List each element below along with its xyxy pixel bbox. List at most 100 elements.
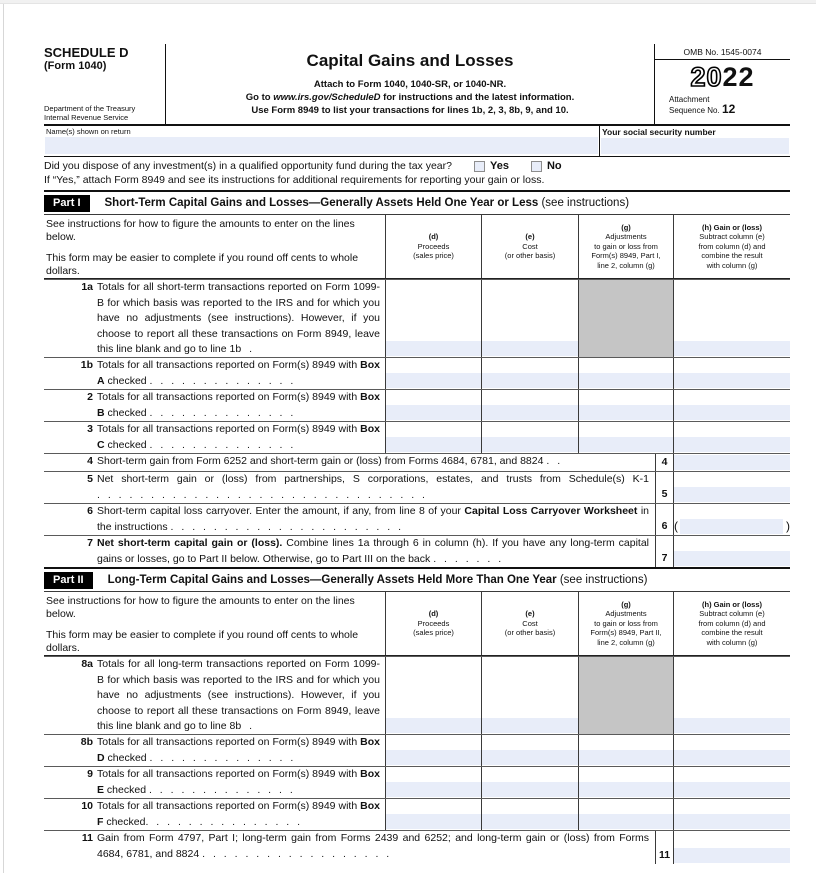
line-10-adjustments-cell[interactable] (578, 799, 673, 830)
ssn-input[interactable] (601, 138, 789, 154)
column-h-header: (h) Gain or (loss) Subtract column (e) fr… (673, 215, 790, 278)
line-1b-adjustments-cell[interactable] (578, 358, 673, 389)
line-10-description: 10 Totals for all transactions reported … (81, 800, 380, 828)
line-8a-adjustments-cell-disabled (578, 657, 673, 734)
part2-see-instructions: (see instructions) (559, 574, 648, 586)
part1-title: Short-Term Capital Gains and Losses—Gene… (104, 197, 630, 209)
line-9-adjustments-cell[interactable] (578, 767, 673, 798)
line-2-proceeds-cell[interactable] (385, 390, 481, 421)
line-6-amount-cell[interactable]: ( ) (674, 504, 790, 535)
column-h-header-part2: (h) Gain or (loss) Subtract column (e) fr… (673, 592, 790, 655)
tax-year: 2022 (655, 60, 790, 93)
line-2-row: 2 Totals for all transactions reported o… (44, 389, 790, 421)
line-2-gain-cell[interactable] (673, 390, 790, 421)
line-1a-row: 1a Totals for all short-term transaction… (44, 279, 790, 357)
line-7-number-box: 7 (655, 536, 674, 567)
yes-checkbox[interactable] (474, 160, 485, 172)
question-note: If “Yes,” attach Form 8949 and see its i… (44, 174, 545, 186)
line-8b-proceeds-cell[interactable] (385, 735, 481, 766)
line-9-gain-cell[interactable] (673, 767, 790, 798)
identity-row: Name(s) shown on return Your social secu… (44, 126, 790, 157)
line-1b-cost-cell[interactable] (481, 358, 578, 389)
line-4-amount-cell[interactable] (674, 454, 790, 471)
yes-label: Yes (490, 160, 509, 172)
question-text: Did you dispose of any investment(s) in … (44, 160, 452, 172)
form-number: (Form 1040) (44, 60, 107, 72)
part1-header-desc: See instructions for how to figure the a… (46, 218, 359, 277)
part2-table: See instructions for how to figure the a… (44, 591, 790, 864)
line-1a-adjustments-cell-disabled (578, 280, 673, 357)
line-1b-row: 1b Totals for all transactions reported … (44, 357, 790, 389)
line-9-proceeds-cell[interactable] (385, 767, 481, 798)
part1-label: Part I (44, 194, 90, 212)
line-3-cost-cell[interactable] (481, 422, 578, 453)
line-2-adjustments-cell[interactable] (578, 390, 673, 421)
sequence-number: 12 (721, 101, 736, 116)
line-10-gain-cell[interactable] (673, 799, 790, 830)
line-1b-proceeds-cell[interactable] (385, 358, 481, 389)
agency-line-2: Internal Revenue Service (44, 113, 129, 122)
line-4-number-box: 4 (655, 454, 674, 471)
line-3-proceeds-cell[interactable] (385, 422, 481, 453)
agency-line-1: Department of the Treasury (44, 104, 136, 113)
viewer-top-edge (0, 0, 816, 4)
line-5-amount-cell[interactable] (674, 472, 790, 503)
ssn-label: Your social security number (602, 127, 716, 137)
line-7-row: 7 Net short-term capital gain or (loss).… (44, 535, 790, 567)
line-9-description: 9 Totals for all transactions reported o… (87, 768, 380, 796)
column-g-header-part2: (g) Adjustments to gain or loss from Form… (578, 592, 673, 655)
line-8a-cost-cell[interactable] (481, 657, 578, 734)
line-3-description: 3 Totals for all transactions reported o… (87, 423, 380, 451)
line-10-proceeds-cell[interactable] (385, 799, 481, 830)
line-7-amount-cell[interactable] (674, 536, 790, 567)
line-1b-gain-cell[interactable] (673, 358, 790, 389)
line-8a-gain-cell[interactable] (673, 657, 790, 734)
line-8b-cost-cell[interactable] (481, 735, 578, 766)
omb-year-block: OMB No. 1545-0074 2022 Attachment Sequenc… (655, 44, 790, 124)
column-d-header-part2: (d) Proceeds (sales price) (385, 592, 481, 655)
line-5-row: 5 Net short-term gain or (loss) from par… (44, 471, 790, 503)
line-8a-proceeds-cell[interactable] (385, 657, 481, 734)
part2-column-headers: See instructions for how to figure the a… (44, 592, 790, 656)
line-2-description: 2 Totals for all transactions reported o… (87, 391, 380, 419)
column-g-header: (g) Adjustments to gain or loss from Form… (578, 215, 673, 278)
no-label: No (546, 160, 562, 172)
line-3-adjustments-cell[interactable] (578, 422, 673, 453)
part1-bar: Part I Short-Term Capital Gains and Loss… (44, 192, 790, 214)
attach-instruction: Attach to Form 1040, 1040-SR, or 1040-NR… (313, 79, 507, 90)
column-e-header: (e) Cost (or other basis) (481, 215, 578, 278)
no-checkbox[interactable] (530, 160, 542, 172)
line-5-number-box: 5 (655, 472, 674, 503)
line-11-amount-cell[interactable] (674, 831, 790, 864)
form8949-instruction: Use Form 8949 to list your transactions … (251, 105, 569, 116)
line-1a-description: 1a Totals for all short-term transaction… (81, 281, 380, 356)
part1-see-instructions: (see instructions) (541, 197, 630, 209)
line-2-cost-cell[interactable] (481, 390, 578, 421)
part2-header-desc: See instructions for how to figure the a… (46, 595, 359, 654)
part1-table: See instructions for how to figure the a… (44, 214, 790, 569)
line-1a-cost-cell[interactable] (481, 280, 578, 357)
line-11-description: 11 Gain from Form 4797, Part I; long-ter… (81, 832, 649, 860)
part2-bar: Part II Long-Term Capital Gains and Loss… (44, 569, 790, 591)
line-9-cost-cell[interactable] (481, 767, 578, 798)
attachment-sequence: Attachment Sequence No. 12 (669, 95, 736, 116)
line-1a-gain-cell[interactable] (673, 280, 790, 357)
line-9-row: 9 Totals for all transactions reported o… (44, 766, 790, 798)
line-10-cost-cell[interactable] (481, 799, 578, 830)
ssn-cell: Your social security number (600, 126, 790, 156)
line-8b-adjustments-cell[interactable] (578, 735, 673, 766)
opportunity-fund-question: Did you dispose of any investment(s) in … (44, 157, 790, 192)
omb-number: OMB No. 1545-0074 (655, 44, 790, 60)
line-3-gain-cell[interactable] (673, 422, 790, 453)
name-input[interactable] (45, 137, 598, 154)
line-11-row: 11 Gain from Form 4797, Part I; long-ter… (44, 830, 790, 864)
line-3-row: 3 Totals for all transactions reported o… (44, 421, 790, 453)
tax-year-solid: 22 (722, 62, 755, 92)
line-1a-proceeds-cell[interactable] (385, 280, 481, 357)
line-8b-description: 8b Totals for all transactions reported … (80, 736, 380, 764)
part2-title: Long-Term Capital Gains and Losses—Gener… (107, 574, 648, 586)
line-10-row: 10 Totals for all transactions reported … (44, 798, 790, 830)
line-8b-gain-cell[interactable] (673, 735, 790, 766)
part1-column-headers: See instructions for how to figure the a… (44, 215, 790, 279)
